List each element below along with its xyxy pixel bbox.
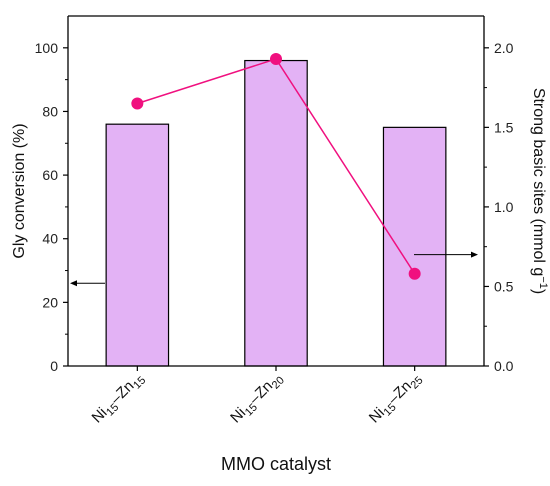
left-tick-label-5: 100 — [35, 40, 59, 56]
x-category-text-2: Ni15–Zn25 — [366, 369, 426, 429]
left-tick-label-1: 20 — [42, 294, 58, 310]
right-axis-title: Strong basic sites (mmol g−1) — [530, 88, 549, 294]
line-point-0 — [131, 97, 144, 110]
right-axis-title-sup: −1 — [537, 276, 549, 289]
right-axis-title-end: ) — [530, 289, 547, 294]
line-point-1 — [270, 52, 282, 65]
x-category-text-1: Ni15–Zn20 — [227, 369, 287, 429]
left-tick-label-0: 0 — [50, 358, 58, 374]
x-category-label-0: Ni15–Zn15 — [89, 369, 149, 429]
bar-2 — [382, 126, 447, 367]
x-axis-title: MMO catalyst — [221, 454, 331, 474]
right-tick-label-1: 0.5 — [494, 278, 514, 294]
x-category-label-2: Ni15–Zn25 — [366, 369, 426, 429]
left-axis-arrow-head — [70, 280, 77, 287]
left-tick-label-2: 40 — [42, 231, 58, 247]
line-point-2 — [408, 267, 421, 280]
right-tick-label-3: 1.5 — [494, 119, 514, 135]
x-category-text-0: Ni15–Zn15 — [89, 369, 149, 429]
left-axis-title: Gly conversion (%) — [11, 123, 28, 258]
left-tick-label-3: 60 — [42, 167, 58, 183]
x-category-label-1: Ni15–Zn20 — [227, 369, 287, 429]
right-axis-title-base: Strong basic sites (mmol g — [530, 88, 547, 277]
bar-1 — [244, 59, 308, 367]
right-tick-label-4: 2.0 — [494, 40, 514, 56]
right-tick-label-0: 0.0 — [494, 358, 514, 374]
right-tick-label-2: 1.0 — [494, 199, 514, 215]
bar-0 — [105, 123, 170, 367]
right-axis-arrow-head — [471, 251, 478, 258]
left-tick-label-4: 80 — [42, 103, 58, 119]
